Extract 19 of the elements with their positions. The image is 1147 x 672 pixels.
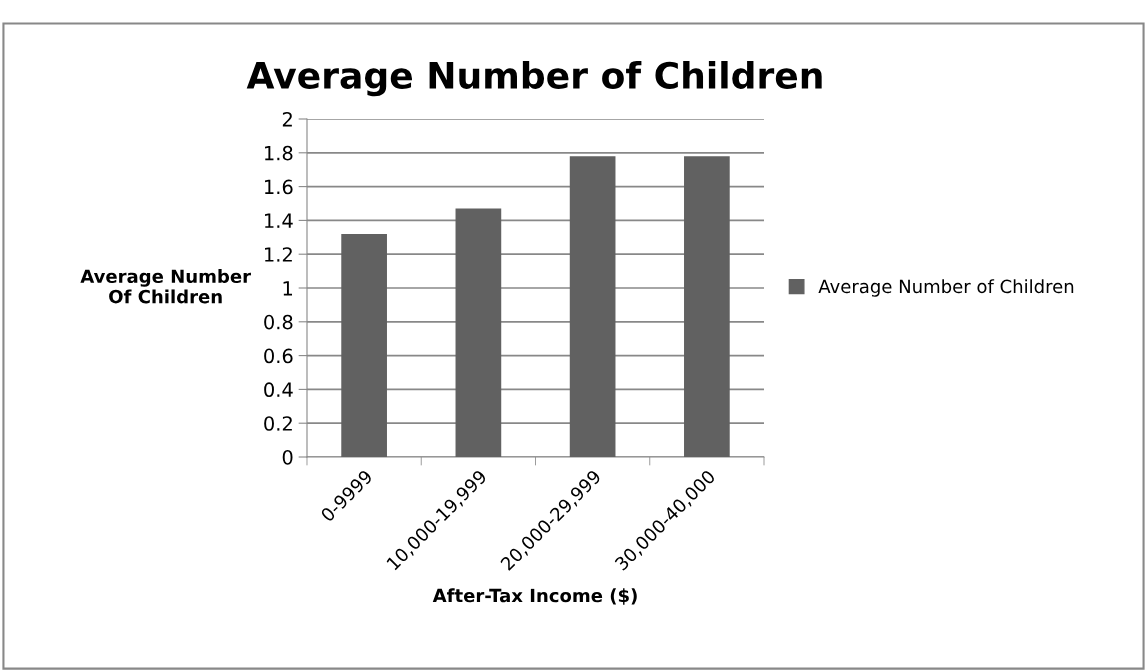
x-axis-title: After-Tax Income ($): [432, 588, 637, 605]
y-tick-label: 1.8: [265, 145, 293, 161]
bar: [684, 156, 730, 457]
bar: [569, 156, 616, 457]
y-tick-label: 1.6: [265, 179, 293, 195]
bar: [341, 233, 387, 457]
y-tick-label: 0.6: [264, 348, 293, 364]
y-tick-label: 1: [283, 281, 293, 296]
y-axis-title: Average Number Of Children: [80, 269, 251, 304]
y-tick-label: 0: [282, 449, 293, 465]
y-tick-label: 0.8: [264, 314, 293, 330]
y-tick-label: 2: [282, 111, 292, 127]
chart-title: Average Number of Children: [246, 61, 822, 97]
legend-label: Average Number of Children: [818, 279, 1074, 297]
y-tick-label: 0.2: [264, 416, 292, 431]
bar: [455, 208, 502, 457]
y-tick-label: 1.4: [265, 213, 293, 228]
y-tick-label: 1.2: [265, 247, 292, 262]
y-tick-label: 0.4: [264, 382, 293, 398]
